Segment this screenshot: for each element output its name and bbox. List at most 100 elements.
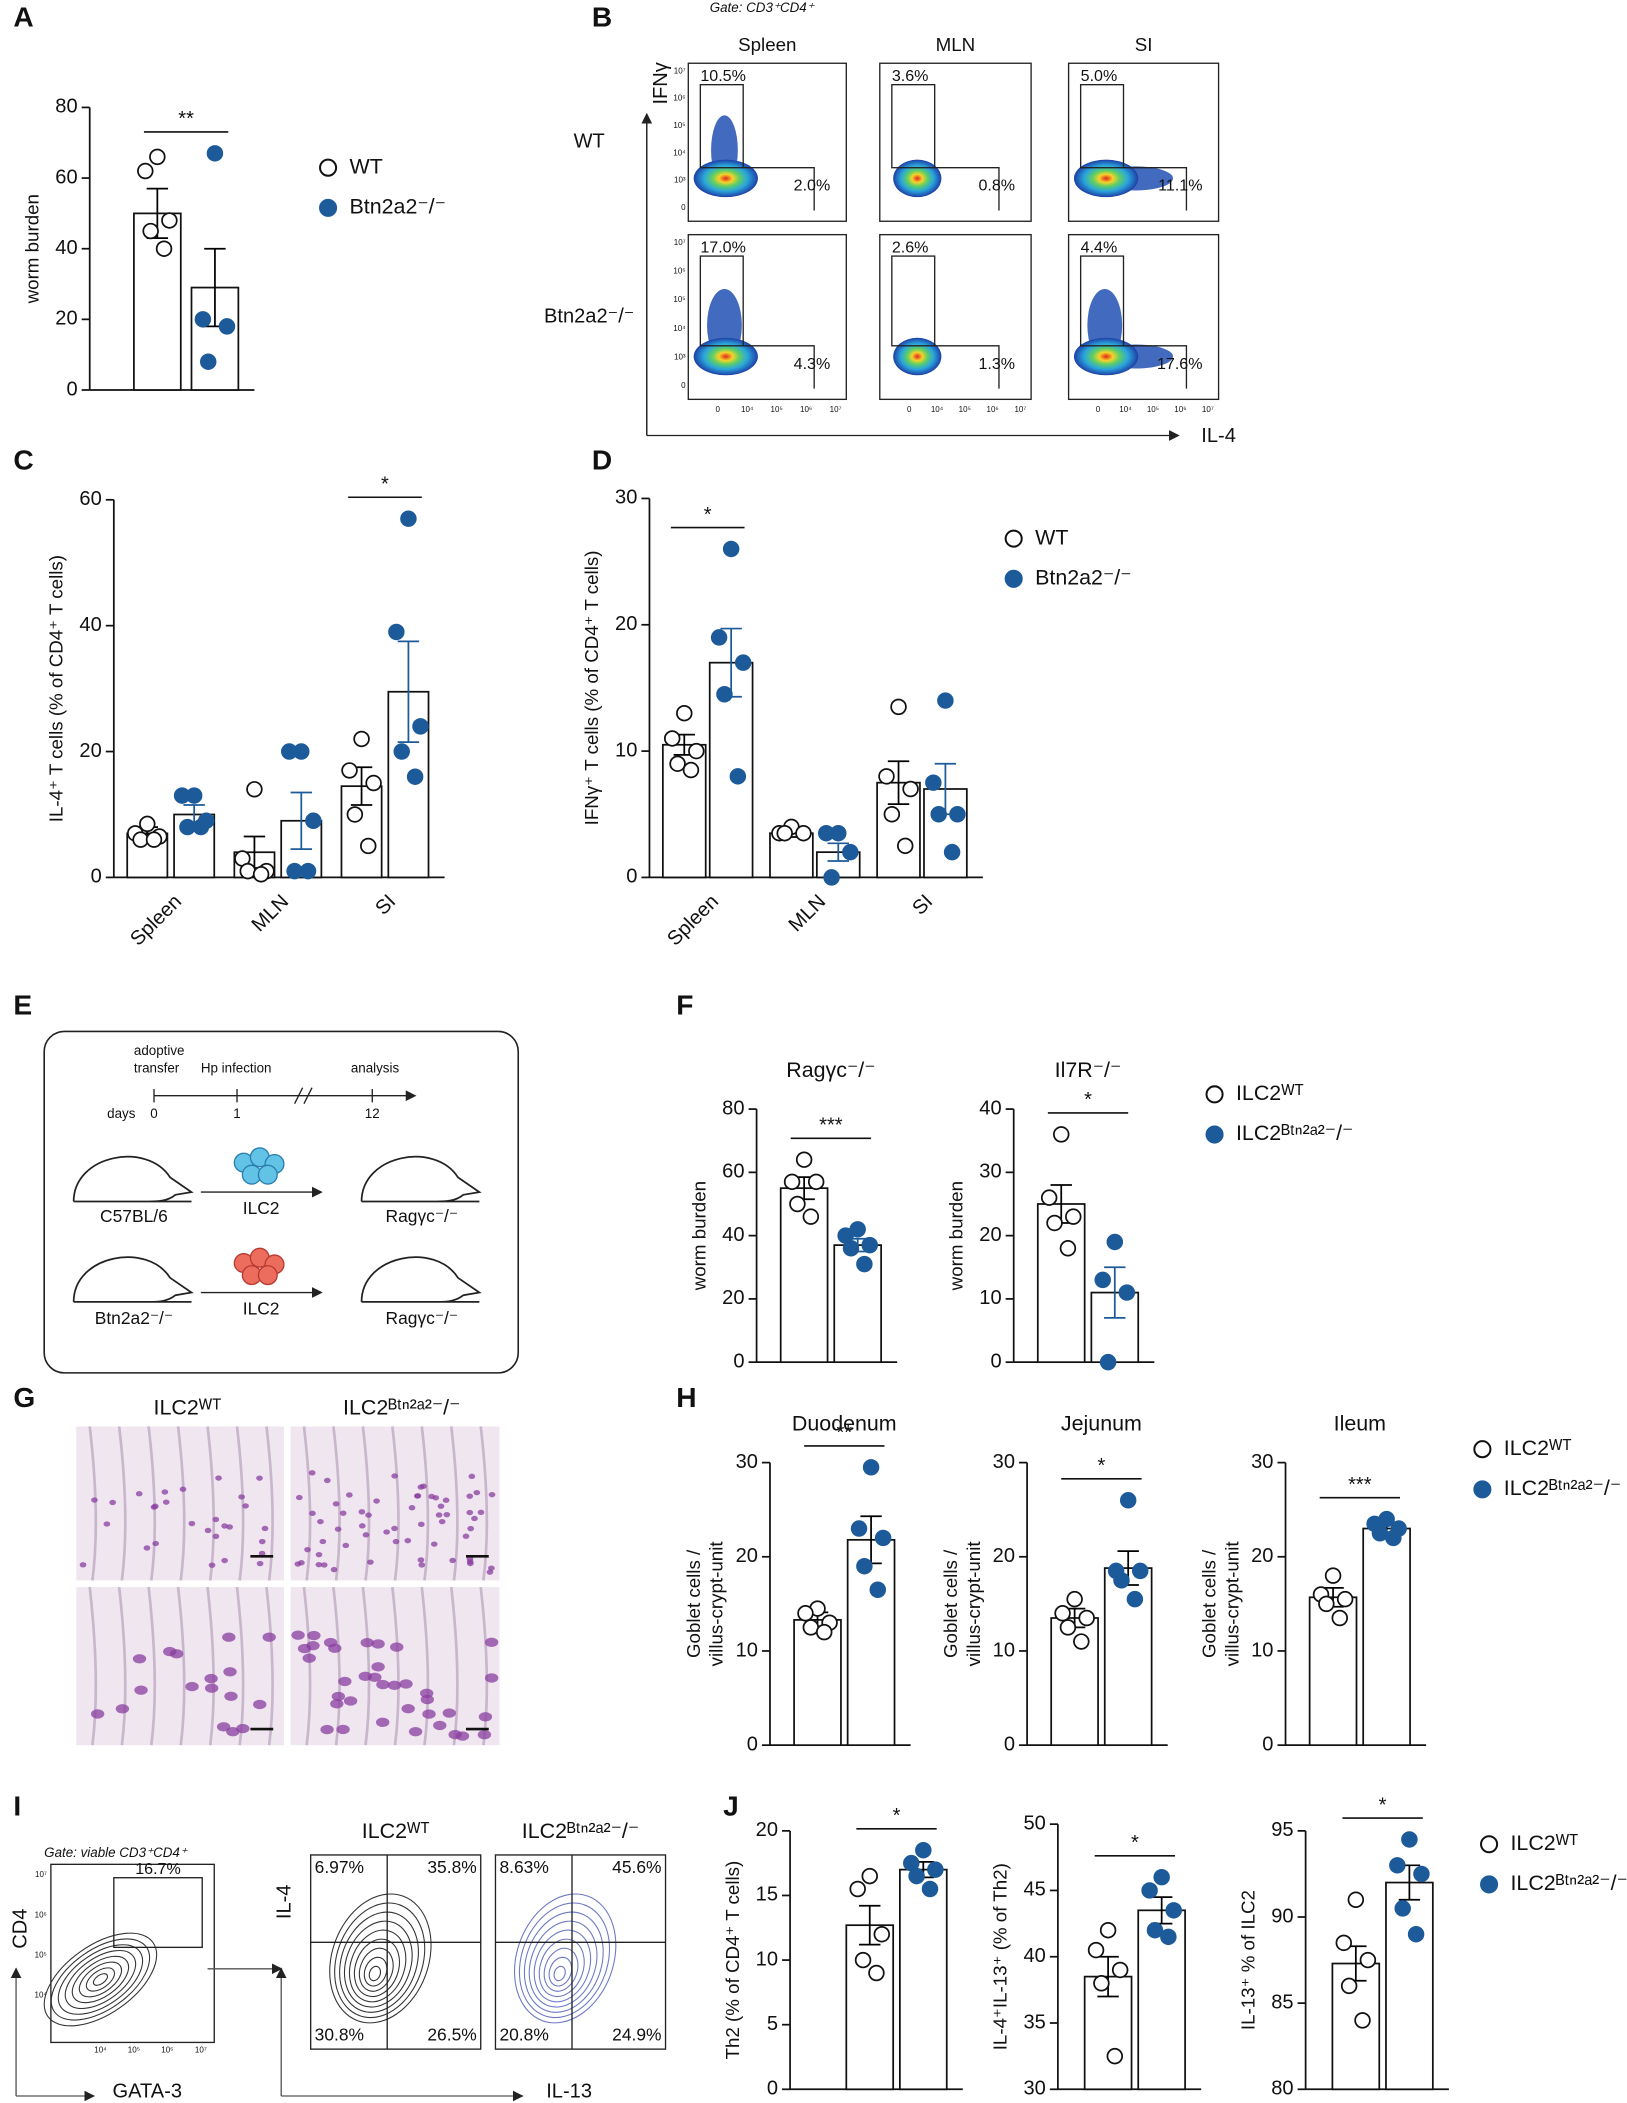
data-point: [281, 743, 298, 760]
y-tick-label: 60: [55, 166, 77, 188]
data-point: [1340, 1977, 1358, 1995]
data-point: [1347, 1891, 1365, 1909]
goblet-cell: [343, 1696, 358, 1706]
y-tick-label: 15: [756, 1884, 778, 1906]
data-point: [710, 629, 728, 646]
goblet-cell: [478, 1712, 493, 1722]
y-tick-label: 10⁷: [35, 1870, 47, 1879]
donor: C57BL/6: [100, 1206, 168, 1226]
villus: [302, 1586, 312, 1746]
goblet-cell: [371, 1662, 385, 1672]
significance-label: ***: [819, 1115, 843, 1137]
data-point: [722, 540, 740, 558]
y-axis-label: worm burden: [945, 1181, 966, 1291]
goblet-cell: [430, 1541, 438, 1547]
y-tick-label: 5: [767, 2013, 778, 2035]
goblet-cell: [339, 1510, 347, 1516]
data-point: [949, 806, 966, 823]
goblet-cell: [466, 1560, 474, 1567]
y-axis-label: worm burden: [688, 1181, 709, 1291]
goblet-cell: [242, 1503, 249, 1509]
goblet-cell: [315, 1551, 323, 1558]
contour: [344, 1920, 413, 2008]
villus: [332, 1426, 341, 1581]
goblet-cell: [315, 1561, 323, 1568]
data-point: [842, 1240, 860, 1257]
y-tick-label: 20: [756, 1819, 778, 1841]
data-point: [817, 824, 835, 842]
goblet-cell: [91, 1497, 98, 1503]
error-bar: [397, 640, 420, 743]
gate: [699, 84, 744, 169]
legend-marker: [1004, 529, 1023, 548]
y-tick-label: 10⁴: [34, 1991, 47, 2000]
data-point: [927, 1861, 944, 1878]
data-point: [815, 1623, 833, 1641]
goblet-cell: [391, 1525, 398, 1532]
goblet-cell: [323, 1477, 331, 1484]
goblet-cell: [420, 1483, 427, 1489]
data-point: [849, 1880, 866, 1898]
goblet-cell: [399, 1679, 413, 1689]
chart-title: Duodenum: [792, 1412, 897, 1436]
data-point: [239, 862, 256, 880]
gate: [113, 1877, 203, 1949]
x-axis-label: IL-13: [546, 2080, 592, 2102]
quadrant-percent: 30.8%: [315, 2024, 364, 2044]
data-point: [145, 831, 163, 848]
goblet-cell: [358, 1671, 373, 1682]
goblet-cell: [338, 1676, 352, 1687]
y-axis-label: villus-crypt-unit: [1221, 1541, 1242, 1667]
goblet-cell: [473, 1489, 481, 1496]
population: [693, 159, 758, 198]
villus: [176, 1586, 186, 1746]
goblet-cell: [109, 1499, 116, 1506]
contour: [358, 1947, 394, 1992]
goblet-cell: [291, 1630, 305, 1640]
data-point: [878, 768, 895, 785]
flow-plot: [1067, 62, 1220, 222]
data-point: [868, 1964, 885, 1982]
goblet-cell: [342, 1542, 350, 1549]
data-point: [252, 866, 270, 883]
goblet-cell: [204, 1673, 218, 1684]
data-point: [1059, 1619, 1077, 1636]
y-tick-label: 0: [681, 203, 686, 212]
y-tick-label: 10: [1251, 1639, 1273, 1661]
x-tick-label: 0: [1096, 405, 1101, 414]
x-tick-label: 10⁴: [931, 405, 944, 414]
y-tick-label: 10⁶: [673, 94, 685, 103]
goblet-cell: [188, 1520, 196, 1527]
gate-percent: 5.0%: [1081, 67, 1118, 85]
population: [893, 159, 942, 198]
data-point: [1318, 1595, 1335, 1613]
y-tick-label: 10: [979, 1287, 1001, 1309]
x-axis-label: GATA-3: [113, 2080, 183, 2102]
data-point: [142, 222, 159, 240]
goblet-cell: [418, 1562, 426, 1568]
bar: [1385, 1881, 1434, 2091]
day: 1: [233, 1106, 240, 1121]
column-label: Spleen: [738, 34, 796, 55]
data-point: [1359, 1951, 1377, 1969]
contour: [548, 1956, 573, 1987]
gate-label: Gate: viable CD3⁺CD4⁺: [44, 1845, 188, 1860]
data-point: [915, 1842, 932, 1859]
data-point: [1146, 1921, 1164, 1939]
cell-label: ILC2: [243, 1198, 280, 1218]
y-axis-label: Goblet cells /: [1198, 1549, 1219, 1658]
y-tick-label: 40: [79, 614, 101, 636]
goblet-cell: [401, 1703, 415, 1714]
y-tick-label: 10⁵: [673, 121, 685, 130]
villus: [265, 1426, 274, 1581]
villus: [117, 1586, 127, 1746]
population: [693, 337, 758, 376]
goblet-cell: [345, 1492, 353, 1498]
data-point: [1113, 1572, 1130, 1589]
data-point: [856, 1255, 873, 1273]
x-tick-label: 10⁵: [128, 2046, 140, 2055]
goblet-cell: [373, 1498, 380, 1504]
data-point: [802, 1208, 820, 1225]
